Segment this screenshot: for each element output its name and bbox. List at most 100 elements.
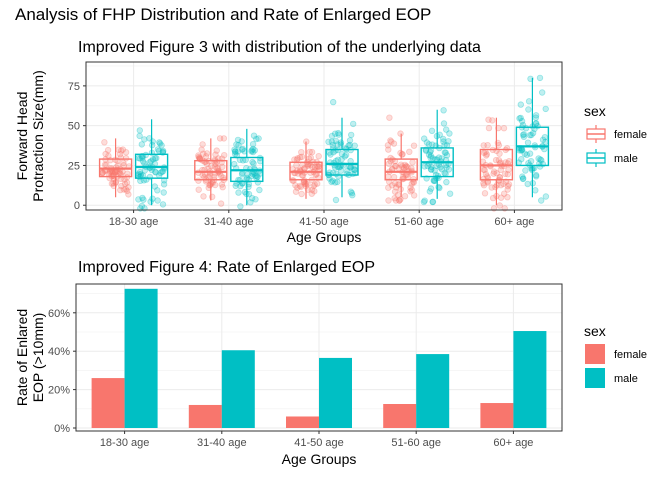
chart1-point (504, 193, 511, 201)
chart1-point (136, 127, 143, 134)
chart1-point (117, 147, 125, 154)
chart1-point (345, 142, 352, 149)
chart1-point (346, 137, 354, 144)
chart1-point (254, 179, 262, 186)
chart1-point (406, 148, 413, 155)
chart1-point (421, 135, 428, 142)
chart1-point (247, 199, 254, 206)
chart1-point (296, 154, 304, 161)
chart1-point (428, 166, 435, 173)
chart1-box-female-3 (384, 114, 418, 204)
chart1-point (401, 161, 409, 169)
chart1-xtick-label: 60+ age (494, 216, 534, 228)
chart2-legend-label-female: female (614, 349, 647, 361)
chart2-xtick-label: 51-60 age (391, 437, 441, 449)
chart1-point (120, 161, 127, 169)
chart1-point (239, 157, 247, 164)
chart1-point (541, 133, 549, 141)
chart1-point (233, 141, 240, 148)
chart1-point (200, 150, 207, 157)
chart1-point (425, 151, 433, 158)
chart1-point (517, 101, 524, 108)
chart1-point (253, 135, 260, 143)
chart1-point (346, 141, 353, 149)
chart1-point (502, 170, 509, 177)
chart2-xtick-label: 31-40 age (197, 437, 247, 449)
chart1-point (136, 155, 144, 162)
chart1-point (388, 182, 396, 189)
chart1-point (398, 163, 406, 170)
chart1-point (140, 196, 147, 203)
chart1-point (248, 147, 255, 154)
chart1-ytick-label: 50 (68, 121, 80, 133)
chart1-ylabel-line2: Protraction Size(mm) (30, 70, 46, 201)
chart1-point (431, 167, 438, 174)
chart1-point (311, 187, 318, 195)
chart1-box-male-0 (134, 119, 169, 212)
chart1-point (480, 180, 487, 187)
chart1-point (200, 193, 207, 200)
chart1-point (334, 178, 341, 186)
chart1-point (516, 115, 523, 122)
chart1-point (428, 127, 436, 134)
chart1-point (249, 140, 257, 148)
chart1-ytick-label: 75 (68, 81, 80, 93)
chart1-point (523, 151, 530, 158)
chart1-point (310, 182, 317, 190)
chart1-point (332, 137, 339, 144)
chart1-point (347, 188, 354, 195)
chart1-point (334, 141, 341, 148)
chart1-point (337, 167, 345, 174)
chart2-panel-border (75, 283, 563, 432)
chart1-point (500, 180, 507, 188)
chart1-point (292, 188, 300, 195)
chart1-point (337, 141, 344, 148)
chart1-point (350, 120, 357, 128)
chart1-point (445, 166, 453, 173)
chart2-bar-male-3 (416, 354, 450, 428)
chart1-point (539, 89, 546, 96)
chart1-point (116, 150, 124, 158)
chart1-point (481, 166, 488, 174)
chart1-point (136, 173, 143, 181)
chart1-point (425, 141, 433, 148)
chart1-point (235, 141, 242, 149)
chart2-bar-female-2 (286, 416, 319, 428)
chart1-point (480, 142, 487, 149)
chart1-title: Improved Figure 3 with distribution of t… (78, 39, 481, 56)
chart1-xtick-label: 31-40 age (204, 216, 254, 228)
chart1-point (348, 131, 355, 139)
chart1-point (248, 148, 255, 155)
chart1-point (397, 130, 404, 137)
chart1-point (493, 169, 500, 177)
chart1-point (501, 190, 508, 197)
chart1-point (532, 171, 540, 179)
chart1-point (139, 194, 146, 202)
chart1-point (237, 182, 244, 190)
chart1-point (195, 186, 202, 193)
chart1-point (343, 170, 350, 178)
chart1-point (485, 124, 493, 132)
chart1-point (294, 184, 301, 191)
chart1-point (542, 105, 549, 113)
chart1-point (117, 186, 124, 194)
chart1-point (351, 142, 358, 149)
chart1-point (248, 172, 255, 180)
chart1-legend: sex female male (584, 103, 647, 167)
chart1-point (203, 150, 211, 157)
chart1-point (440, 120, 448, 127)
chart2-legend: sex female male (584, 323, 647, 388)
chart1-point (427, 154, 434, 161)
chart1-point (329, 177, 336, 184)
chart1-point (503, 145, 511, 152)
chart1-point (307, 154, 314, 161)
chart1-point (120, 159, 127, 167)
chart1-point (328, 178, 335, 186)
chart1-point (234, 148, 242, 155)
chart1-point (429, 198, 437, 205)
chart1-point (505, 181, 513, 188)
chart1-point (211, 173, 218, 181)
chart1-point (443, 178, 450, 186)
